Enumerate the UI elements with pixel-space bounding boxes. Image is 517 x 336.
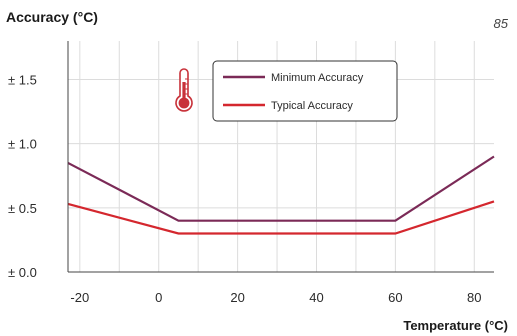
corner-note: 85 [494,16,509,31]
x-tick-label: 80 [467,290,481,305]
legend-label: Typical Accuracy [271,100,353,112]
y-tick-label: ± 1.5 [8,73,37,88]
x-tick-label: 40 [309,290,323,305]
thermometer-column [182,82,186,100]
legend: Minimum Accuracy Typical Accuracy [212,60,398,122]
y-tick-label: ± 1.0 [8,137,37,152]
legend-label: Minimum Accuracy [271,72,364,84]
legend-box [212,60,398,122]
axes [67,41,494,273]
series-line-0 [67,155,495,222]
x-tick-label: 20 [230,290,244,305]
thermometer-icon [175,68,193,112]
x-tick-label: -20 [70,290,89,305]
y-tick-label: ± 0.5 [8,201,37,216]
x-tick-label: 0 [155,290,162,305]
tick-labels: -20 0 20 40 60 80 ± 0.0 ± 0.5 ± 1.0 ± 1.5 [8,73,482,306]
thermometer-bulb [178,97,190,109]
x-axis-title: Temperature (°C) [403,318,508,333]
y-tick-label: ± 0.0 [8,265,37,280]
x-tick-label: 60 [388,290,402,305]
series-lines [67,155,495,235]
y-axis-title: Accuracy (°C) [6,9,98,25]
series-line-1 [67,200,495,235]
